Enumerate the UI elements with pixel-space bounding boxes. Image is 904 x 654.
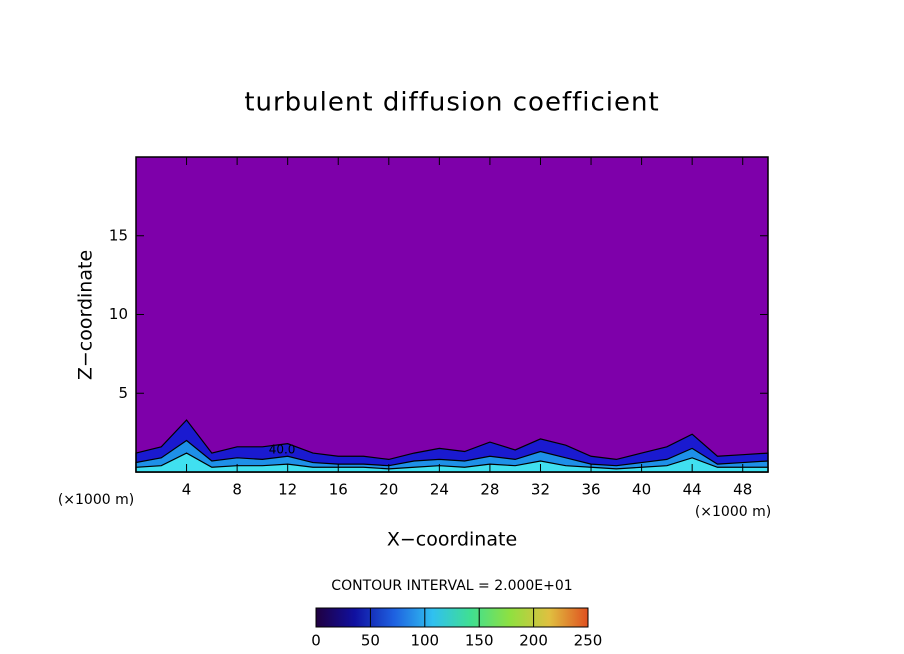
x-tick-label: 48 xyxy=(733,481,752,499)
y-tick-label: 5 xyxy=(118,384,128,402)
y-tick-label: 10 xyxy=(109,305,128,323)
x-tick-label: 20 xyxy=(379,481,398,499)
colorbar-tick-label: 200 xyxy=(519,632,548,650)
contour-region xyxy=(135,452,769,473)
x-tick-label: 16 xyxy=(329,481,348,499)
contour-region xyxy=(135,439,769,473)
colorbar xyxy=(315,607,589,628)
x-tick-label: 4 xyxy=(182,481,192,499)
field-background xyxy=(136,157,768,472)
colorbar-tick-label: 50 xyxy=(361,632,380,650)
colorbar-tick-label: 0 xyxy=(311,632,321,650)
y-axis-title: Z−coordinate xyxy=(75,250,97,380)
x-tick-label: 28 xyxy=(480,481,499,499)
chart-title: turbulent diffusion coefficient xyxy=(244,88,659,118)
x-tick-label: 8 xyxy=(232,481,242,499)
colorbar-tick-label: 250 xyxy=(574,632,603,650)
colorbar-tick-label: 150 xyxy=(465,632,494,650)
contour-label: 40.0 xyxy=(269,442,296,456)
x-tick-label: 32 xyxy=(531,481,550,499)
x-tick-label: 40 xyxy=(632,481,651,499)
contour-interval: CONTOUR INTERVAL = 2.000E+01 xyxy=(331,578,572,594)
colorbar-tick-label: 100 xyxy=(410,632,439,650)
y-tick-label: 15 xyxy=(109,226,128,244)
x-tick-label: 24 xyxy=(430,481,449,499)
x-tick-label: 44 xyxy=(683,481,702,499)
x-unit: (×1000 m) xyxy=(695,504,771,520)
y-unit: (×1000 m) xyxy=(58,492,134,508)
x-tick-label: 36 xyxy=(581,481,600,499)
x-axis-title: X−coordinate xyxy=(387,529,517,551)
x-tick-label: 12 xyxy=(278,481,297,499)
